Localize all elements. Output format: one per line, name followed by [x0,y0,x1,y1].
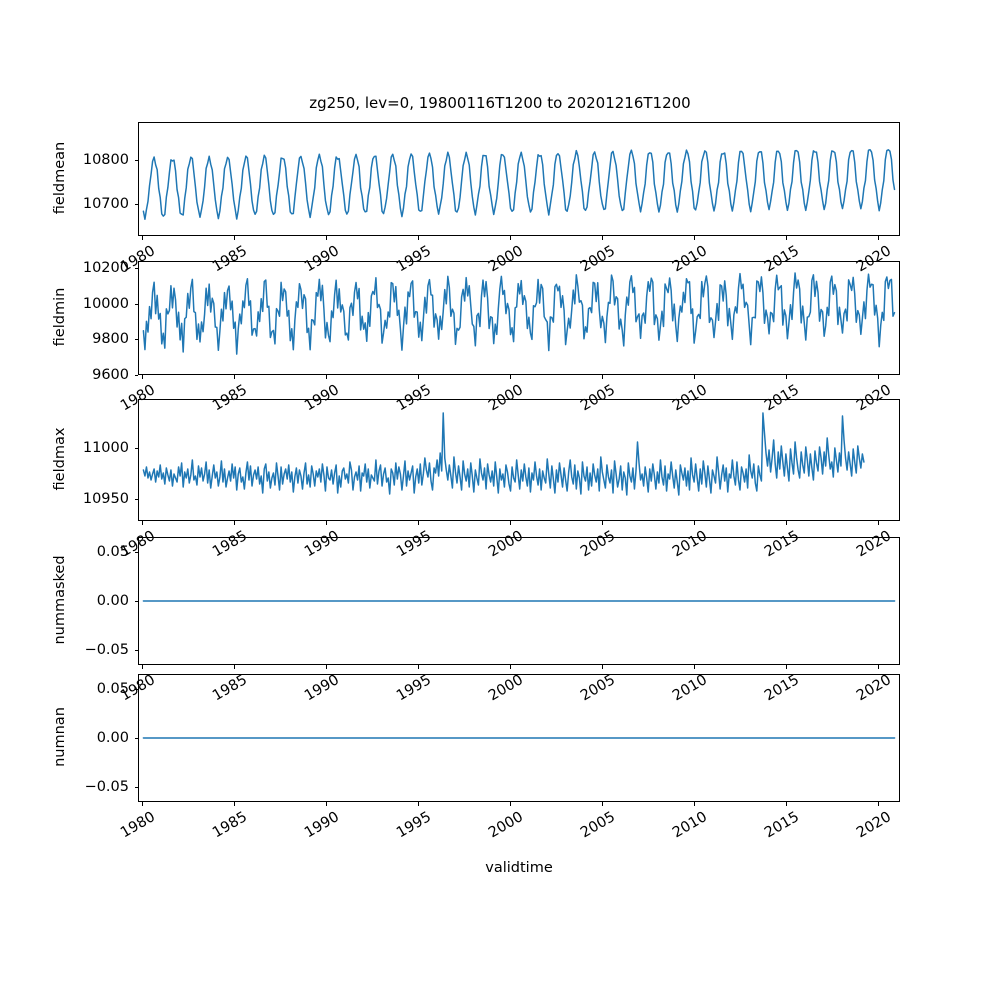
xtick-mark [509,236,511,240]
subplot-nummasked [138,537,900,665]
xtick-mark [325,375,327,379]
xtick-mark [141,375,143,379]
xtick-mark [693,375,695,379]
xtick-mark [509,802,511,806]
ytick-mark [134,498,138,500]
xtick-mark [233,236,235,240]
data-line-fieldmean [142,148,896,221]
ytick-label: 10200 [82,260,129,277]
ytick-label: 0.00 [96,730,129,746]
xtick-mark [877,236,879,240]
ylabel-fieldmean: fieldmean [52,141,68,215]
xtick-mark [141,665,143,669]
xtick-mark [325,802,327,806]
xtick-mark [325,521,327,525]
xtick-mark [417,375,419,379]
xtick-mark [601,375,603,379]
xlabel: validtime [485,860,553,876]
xtick-mark [417,236,419,240]
xtick-mark [141,521,143,525]
xtick-mark [877,665,879,669]
xtick-mark [601,665,603,669]
xtick-mark [693,521,695,525]
ylabel-fieldmin: fieldmin [52,287,68,347]
xtick-mark [877,802,879,806]
xtick-mark [325,665,327,669]
subplot-fieldmin [138,261,900,375]
xtick-mark [601,521,603,525]
plot-area-fieldmax [142,412,865,496]
ytick-label: 9600 [92,367,129,383]
xtick-mark [233,665,235,669]
xtick-mark [693,665,695,669]
xtick-mark [785,802,787,806]
xtick-mark [693,236,695,240]
xtick-mark [785,665,787,669]
ytick-label: 11000 [82,439,129,456]
ytick-label: 10700 [82,195,129,212]
xtick-mark [233,375,235,379]
plot-area-fieldmin [142,272,896,355]
ytick-label: −0.05 [84,779,129,796]
plot-area-fieldmean [142,148,896,221]
xtick-mark [417,521,419,525]
ytick-label: −0.05 [84,642,129,659]
ytick-mark [134,268,138,270]
xtick-mark [233,521,235,525]
ytick-mark [134,203,138,205]
xtick-mark [417,802,419,806]
ytick-mark [134,303,138,305]
data-line-fieldmin [142,272,896,355]
xtick-mark [141,236,143,240]
figure-title: zg250, lev=0, 19800116T1200 to 20201216T… [309,94,691,112]
xtick-mark [693,802,695,806]
ytick-label: 10000 [82,295,129,312]
data-line-fieldmax [142,412,865,496]
xtick-mark [601,236,603,240]
ytick-mark [134,738,138,739]
xtick-mark [141,802,143,806]
subplot-fieldmax [138,399,900,521]
ytick-mark [134,688,138,690]
ytick-label: 0.05 [96,680,129,697]
xtick-mark [509,665,511,669]
xtick-mark [509,521,511,525]
xtick-mark [785,521,787,525]
xtick-mark [325,236,327,240]
xtick-mark [785,236,787,240]
plot-area-nummasked [142,600,896,602]
ytick-label: 0.00 [96,593,129,609]
xtick-mark [877,375,879,379]
xtick-mark [601,802,603,806]
plot-area-numnan [142,737,896,739]
ytick-label: 10950 [82,490,129,507]
xtick-mark [233,802,235,806]
ytick-mark [134,601,138,602]
xtick-mark [509,375,511,379]
ytick-mark [134,650,138,652]
xtick-mark [785,375,787,379]
ytick-label: 9800 [92,331,129,348]
ytick-label: 10800 [82,151,129,168]
ytick-mark [134,375,138,376]
xtick-mark [877,521,879,525]
ytick-mark [134,551,138,553]
subplot-fieldmean [138,122,900,236]
ytick-mark [134,159,138,161]
ytick-label: 0.05 [96,543,129,560]
subplot-numnan [138,674,900,802]
ytick-mark [134,447,138,449]
ytick-mark [134,339,138,341]
xtick-mark [417,665,419,669]
ytick-mark [134,787,138,789]
